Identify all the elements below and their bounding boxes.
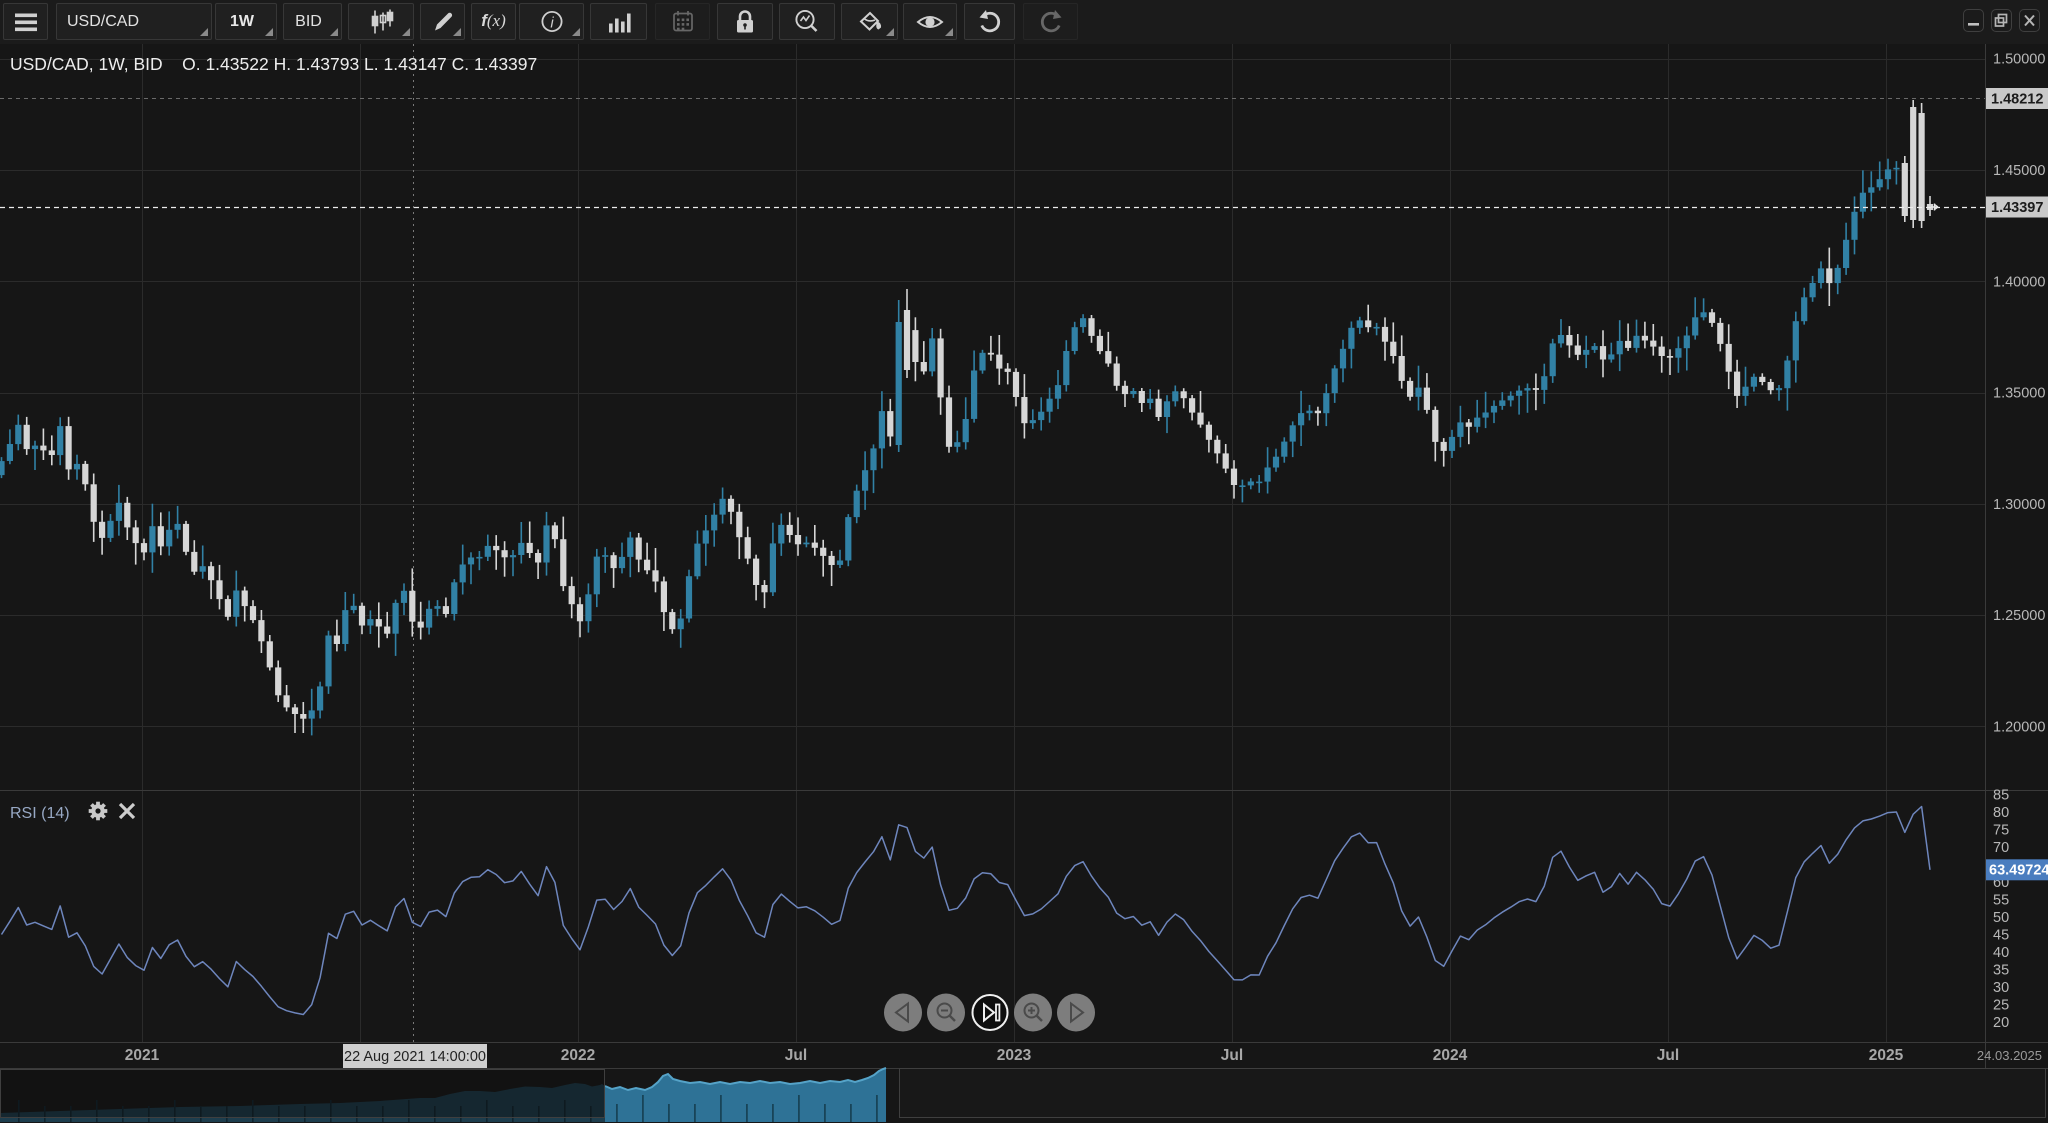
svg-text:55: 55 <box>1993 893 2009 909</box>
svg-text:75: 75 <box>1993 823 2009 839</box>
svg-text:85: 85 <box>1993 788 2009 804</box>
svg-text:2023: 2023 <box>997 1047 1032 1064</box>
svg-text:1.40000: 1.40000 <box>1993 274 2045 290</box>
svg-text:80: 80 <box>1993 805 2009 821</box>
svg-text:USD/CAD, 1W, BID O. 1.43522: USD/CAD, 1W, BID O. 1.43522 H. 1.43793 L… <box>10 54 537 74</box>
svg-text:1.43397: 1.43397 <box>1991 200 2043 216</box>
svg-text:i: i <box>550 14 554 31</box>
svg-text:24.03.2025: 24.03.2025 <box>1977 1048 2042 1063</box>
svg-text:RSI (14): RSI (14) <box>10 805 70 822</box>
svg-text:2025: 2025 <box>1869 1047 1904 1064</box>
svg-text:50: 50 <box>1993 910 2009 926</box>
svg-text:2022: 2022 <box>561 1047 595 1064</box>
svg-text:1.48212: 1.48212 <box>1991 92 2043 108</box>
svg-text:70: 70 <box>1993 840 2009 856</box>
svg-text:1.45000: 1.45000 <box>1993 163 2045 179</box>
svg-text:2024: 2024 <box>1433 1047 1468 1064</box>
svg-text:Jul: Jul <box>785 1047 807 1064</box>
svg-text:30: 30 <box>1993 980 2009 996</box>
svg-text:1.50000: 1.50000 <box>1993 52 2045 68</box>
svg-text:40: 40 <box>1993 945 2009 961</box>
svg-text:1.30000: 1.30000 <box>1993 497 2045 513</box>
svg-text:45: 45 <box>1993 928 2009 944</box>
svg-text:25: 25 <box>1993 998 2009 1014</box>
svg-text:1.25000: 1.25000 <box>1993 608 2045 624</box>
svg-text:1.35000: 1.35000 <box>1993 386 2045 402</box>
svg-text:Jul: Jul <box>1221 1047 1243 1064</box>
svg-text:Jul: Jul <box>1657 1047 1679 1064</box>
svg-text:2021: 2021 <box>125 1047 160 1064</box>
svg-text:35: 35 <box>1993 963 2009 979</box>
svg-text:1.20000: 1.20000 <box>1993 720 2045 736</box>
svg-text:22 Aug 2021 14:00:00: 22 Aug 2021 14:00:00 <box>344 1049 486 1065</box>
svg-text:63.49724: 63.49724 <box>1989 862 2048 878</box>
svg-text:20: 20 <box>1993 1015 2009 1031</box>
